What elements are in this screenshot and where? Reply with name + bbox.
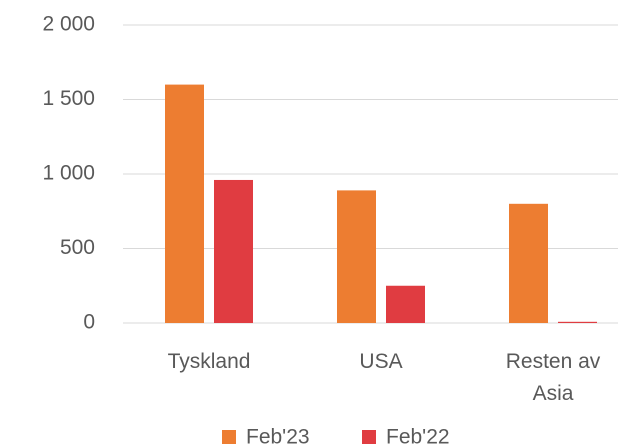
legend-swatch	[362, 430, 376, 444]
y-tick-label: 1 000	[42, 162, 95, 185]
legend-label: Feb'22	[386, 426, 450, 445]
bar	[214, 179, 253, 323]
bar	[165, 84, 204, 323]
legend-label: Feb'23	[246, 426, 310, 445]
x-tick-label: Tyskland	[167, 350, 251, 373]
x-tick-label: USA	[359, 350, 403, 373]
y-tick-label: 2 000	[42, 13, 95, 36]
bar	[337, 190, 376, 323]
bar	[509, 203, 548, 323]
y-tick-label: 1 500	[42, 87, 95, 110]
bar	[558, 321, 597, 323]
y-tick-label: 0	[83, 311, 95, 334]
x-tick-label: Resten av Asia	[505, 350, 601, 405]
bar	[386, 285, 425, 323]
legend-swatch	[222, 430, 236, 444]
y-tick-label: 500	[60, 236, 95, 259]
